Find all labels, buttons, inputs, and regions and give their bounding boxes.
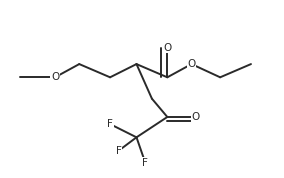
Text: F: F xyxy=(107,119,113,129)
Text: O: O xyxy=(51,72,59,82)
Text: F: F xyxy=(142,158,148,168)
Text: O: O xyxy=(187,59,196,69)
Text: F: F xyxy=(116,146,122,156)
Text: O: O xyxy=(192,112,200,122)
Text: O: O xyxy=(163,43,172,53)
